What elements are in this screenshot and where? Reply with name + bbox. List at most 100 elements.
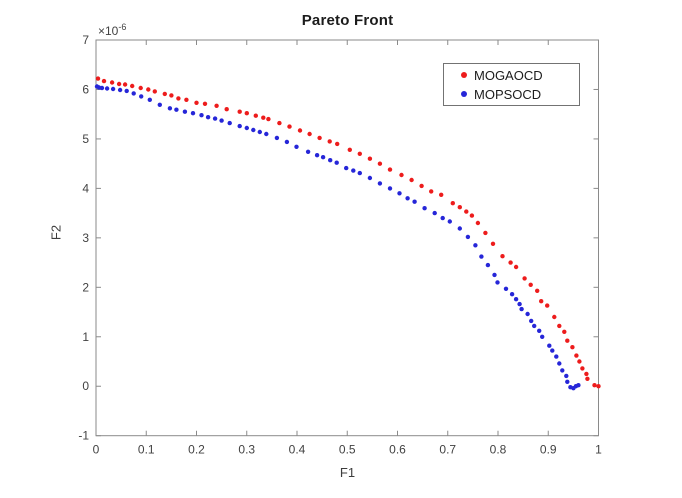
x-tick-label: 0.2 (188, 443, 205, 457)
legend-marker-red-dot-icon (461, 72, 467, 78)
data-point (574, 353, 579, 358)
data-point (540, 334, 545, 339)
y-tick-label: 1 (82, 330, 89, 344)
data-point (253, 113, 258, 118)
data-point (517, 301, 522, 307)
data-point (485, 262, 491, 268)
data-point (439, 192, 444, 197)
x-axis-label: F1 (339, 465, 356, 480)
data-point (95, 76, 101, 81)
data-point (277, 120, 282, 126)
data-point (429, 189, 434, 194)
data-point (110, 86, 116, 92)
data-point (492, 272, 497, 278)
data-point (552, 314, 557, 320)
legend-label-mogaocd: MOGAOCD (474, 67, 543, 83)
data-point (347, 147, 352, 152)
data-point (328, 158, 333, 163)
x-tick-label: 0.3 (238, 443, 255, 457)
data-point (317, 135, 322, 141)
data-point (287, 124, 292, 129)
data-point (576, 383, 581, 388)
x-tick-label: 0 (93, 443, 100, 457)
y-axis-exponent: ×10-6 (98, 22, 126, 38)
x-tick-label: 0.7 (439, 443, 456, 457)
data-point (101, 78, 107, 84)
data-point (387, 167, 393, 172)
data-point (508, 260, 513, 265)
data-point (560, 368, 565, 373)
data-point (440, 215, 445, 221)
data-point (124, 88, 129, 94)
x-tick-label: 0.4 (289, 443, 306, 457)
y-exponent-base: ×10 (98, 24, 119, 38)
x-tick-label: 0.6 (389, 443, 406, 457)
data-point (117, 87, 123, 93)
data-point (469, 213, 475, 218)
data-point (554, 354, 559, 359)
data-point (184, 97, 189, 103)
data-point (357, 170, 362, 176)
data-point (212, 116, 218, 121)
data-point (399, 172, 404, 178)
data-point (266, 116, 271, 122)
data-point (109, 80, 115, 85)
data-point (237, 109, 242, 114)
x-tick-label: 0.8 (490, 443, 507, 457)
data-point (214, 103, 219, 109)
data-point (367, 175, 373, 181)
data-point (205, 115, 211, 120)
data-point (257, 129, 262, 135)
data-point (513, 264, 519, 270)
legend-entry-mogaocd: MOGAOCD (444, 66, 579, 85)
data-point (190, 111, 196, 116)
data-point (314, 153, 320, 158)
y-tick-label: 7 (82, 33, 89, 47)
data-point (500, 254, 505, 259)
data-point (419, 183, 424, 189)
legend-marker-blue-dot-icon (461, 91, 467, 97)
data-point (519, 306, 524, 312)
data-point (422, 206, 427, 211)
data-point (294, 144, 299, 149)
data-point (264, 131, 269, 137)
data-point (557, 361, 562, 366)
y-tick-label: 6 (82, 82, 89, 96)
data-point (377, 181, 383, 186)
data-point (146, 87, 151, 92)
data-point (169, 93, 174, 98)
data-point (99, 85, 105, 91)
data-point (167, 106, 173, 111)
data-point (412, 199, 417, 204)
data-point (152, 89, 157, 94)
data-point (284, 139, 290, 145)
data-point (227, 120, 232, 126)
data-point (244, 111, 249, 116)
data-point (537, 328, 542, 333)
data-point (251, 127, 256, 133)
data-point (577, 359, 582, 364)
data-point (174, 107, 179, 112)
data-point (405, 196, 410, 201)
data-point (564, 373, 569, 379)
legend: MOGAOCD MOPSOCD (443, 63, 580, 106)
data-point (130, 83, 135, 89)
x-tick-label: 0.1 (138, 443, 155, 457)
data-point (535, 288, 540, 293)
data-point (224, 107, 229, 112)
data-point (557, 323, 562, 329)
data-point (522, 276, 527, 281)
data-point (529, 318, 534, 324)
data-point (139, 94, 144, 99)
y-tick-label: 5 (82, 132, 89, 146)
data-point (307, 131, 312, 137)
y-tick-label: -1 (78, 429, 89, 443)
x-tick-label: 0.9 (540, 443, 557, 457)
data-point (532, 323, 537, 329)
data-point (584, 371, 589, 377)
data-point (244, 125, 249, 131)
data-point (432, 210, 437, 216)
data-point (176, 96, 181, 101)
